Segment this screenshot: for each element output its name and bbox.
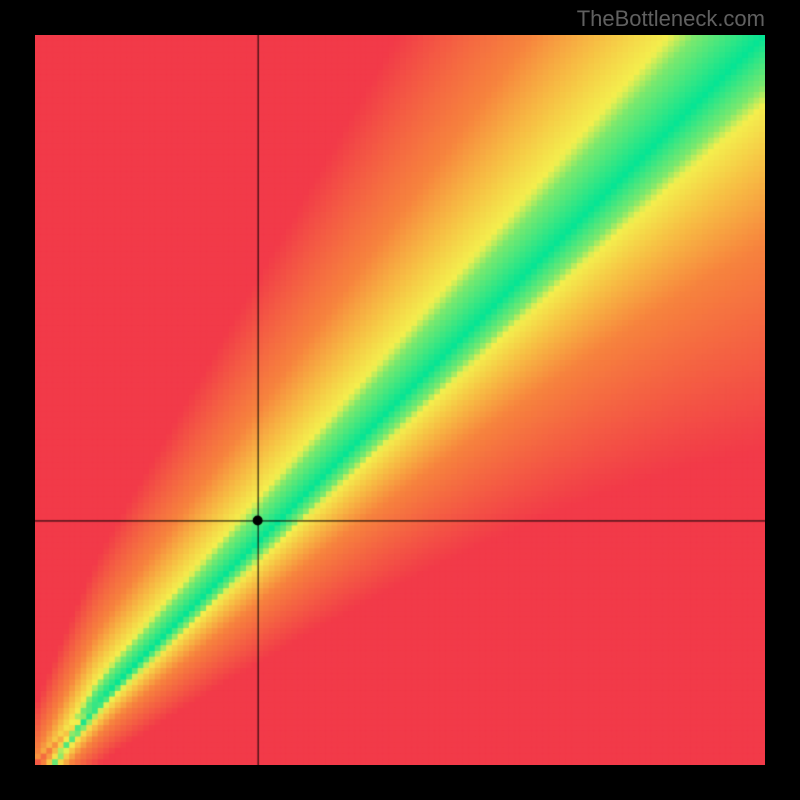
bottleneck-heatmap bbox=[35, 35, 765, 765]
chart-container: TheBottleneck.com bbox=[0, 0, 800, 800]
watermark-text: TheBottleneck.com bbox=[577, 6, 765, 32]
